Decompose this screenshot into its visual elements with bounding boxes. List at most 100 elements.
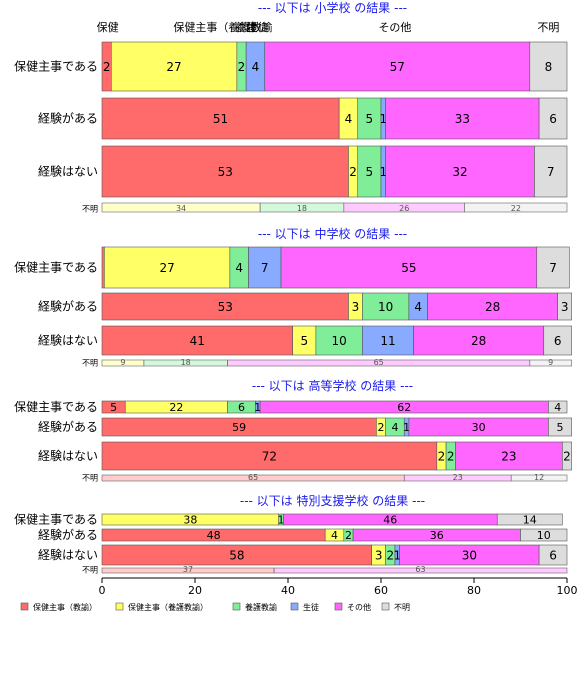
bar-value-label: 53 xyxy=(218,300,233,314)
legend-label: その他 xyxy=(347,602,371,612)
bar-segment xyxy=(562,441,572,471)
bar-value-label: 2 xyxy=(103,60,111,74)
bar-value-label: 41 xyxy=(190,334,205,348)
bar-value-label: 4 xyxy=(554,401,561,414)
unknown-value-label: 22 xyxy=(511,204,521,213)
bar-value-label: 46 xyxy=(383,514,397,527)
bar-value-label: 6 xyxy=(238,401,245,414)
bar-segment xyxy=(280,246,538,289)
unknown-value-label: 18 xyxy=(181,358,191,367)
row-label: 保健主事である xyxy=(14,513,98,527)
bar-segment xyxy=(536,246,570,289)
bar-value-label: 4 xyxy=(331,529,338,542)
bar-value-label: 5 xyxy=(557,421,564,434)
bar-value-label: 57 xyxy=(390,60,405,74)
bar-value-label: 4 xyxy=(391,421,398,434)
bar-value-label: 33 xyxy=(455,112,470,126)
unknown-row-label: 不明 xyxy=(82,474,98,483)
legend-swatch xyxy=(290,602,299,611)
bar-value-label: 10 xyxy=(378,300,393,314)
bar-segment xyxy=(104,246,231,289)
bar-value-label: 59 xyxy=(232,421,246,434)
category-header-label: 生徒 xyxy=(247,20,269,34)
bar-value-label: 7 xyxy=(549,261,557,275)
bar-value-label: 2 xyxy=(238,60,246,74)
bar-value-label: 7 xyxy=(261,261,269,275)
bar-segment xyxy=(101,246,105,289)
bar-value-label: 1 xyxy=(393,549,401,563)
legend-swatch xyxy=(232,602,241,611)
category-header-label: 養護 xyxy=(235,20,257,34)
bar-segment xyxy=(496,513,563,526)
x-tick-label: 100 xyxy=(557,584,578,597)
bar-segment xyxy=(413,325,545,356)
bar-segment xyxy=(557,292,572,321)
bar-value-label: 2 xyxy=(345,529,352,542)
panel-title: --- 以下は 高等学校 の結果 --- xyxy=(252,378,413,393)
bar-segment xyxy=(385,145,535,198)
bar-value-label: 28 xyxy=(485,300,500,314)
row-label: 経験はない xyxy=(38,333,98,348)
bar-value-label: 4 xyxy=(235,261,243,275)
bar-value-label: 3 xyxy=(561,300,569,314)
legend-swatch xyxy=(334,602,343,611)
unknown-bar-segment xyxy=(464,202,568,213)
panel-title: --- 以下は 小学校 の結果 --- xyxy=(258,0,407,15)
category-header-label: 保健主事（養護教諭 xyxy=(173,20,272,34)
bar-value-label: 3 xyxy=(375,549,383,563)
bar-value-label: 62 xyxy=(397,401,411,414)
unknown-bar-segment xyxy=(510,474,568,482)
bar-value-label: 55 xyxy=(401,261,416,275)
bar-value-label: 6 xyxy=(549,549,557,563)
bar-segment xyxy=(427,292,558,321)
panel-title: --- 以下は 中学校 の結果 --- xyxy=(258,226,407,241)
bar-value-label: 36 xyxy=(430,529,444,542)
legend-label: 保健主事（養護教諭） xyxy=(128,602,208,612)
bar-value-label: 23 xyxy=(501,450,516,464)
unknown-value-label: 63 xyxy=(415,565,425,574)
unknown-bar-segment xyxy=(529,359,572,367)
bar-segment xyxy=(385,97,540,140)
bar-value-label: 48 xyxy=(207,529,221,542)
bar-segment xyxy=(101,325,293,356)
bar-value-label: 51 xyxy=(213,112,228,126)
unknown-value-label: 9 xyxy=(548,358,553,367)
bar-value-label: 30 xyxy=(472,421,486,434)
row-label: 経験がある xyxy=(38,419,98,434)
bar-value-label: 6 xyxy=(549,112,557,126)
bar-value-label: 5 xyxy=(366,112,374,126)
bar-value-label: 1 xyxy=(278,514,285,527)
bar-segment xyxy=(548,400,568,414)
bar-segment xyxy=(543,325,572,356)
bar-segment xyxy=(529,41,568,92)
x-tick-label: 0 xyxy=(99,584,106,597)
unknown-value-label: 9 xyxy=(120,358,125,367)
bar-segment xyxy=(548,417,572,437)
legend-label: 不明 xyxy=(394,603,410,612)
unknown-row-label: 不明 xyxy=(82,566,98,575)
bar-value-label: 10 xyxy=(332,334,347,348)
bar-value-label: 1 xyxy=(380,165,388,179)
row-label: 経験がある xyxy=(38,111,98,126)
bar-segment xyxy=(362,292,410,321)
bar-value-label: 14 xyxy=(523,514,537,527)
bar-value-label: 7 xyxy=(547,165,555,179)
bar-value-label: 8 xyxy=(545,60,553,74)
row-label: 経験はない xyxy=(38,164,98,179)
legend-label: 保健主事（教諭） xyxy=(33,602,97,612)
bar-value-label: 38 xyxy=(183,514,197,527)
bar-value-label: 32 xyxy=(452,165,467,179)
unknown-value-label: 65 xyxy=(374,358,384,367)
x-tick-label: 20 xyxy=(188,584,202,597)
row-label: 保健主事である xyxy=(14,60,98,74)
bar-value-label: 2 xyxy=(349,165,357,179)
bar-segment xyxy=(520,528,568,542)
unknown-value-label: 23 xyxy=(453,473,463,482)
row-label: 経験はない xyxy=(38,547,98,562)
row-label: 保健主事である xyxy=(14,400,98,414)
bar-value-label: 2 xyxy=(378,421,385,434)
bar-value-label: 72 xyxy=(262,450,277,464)
bar-segment xyxy=(534,145,568,198)
unknown-value-label: 12 xyxy=(534,473,544,482)
row-label: 経験がある xyxy=(38,527,98,542)
